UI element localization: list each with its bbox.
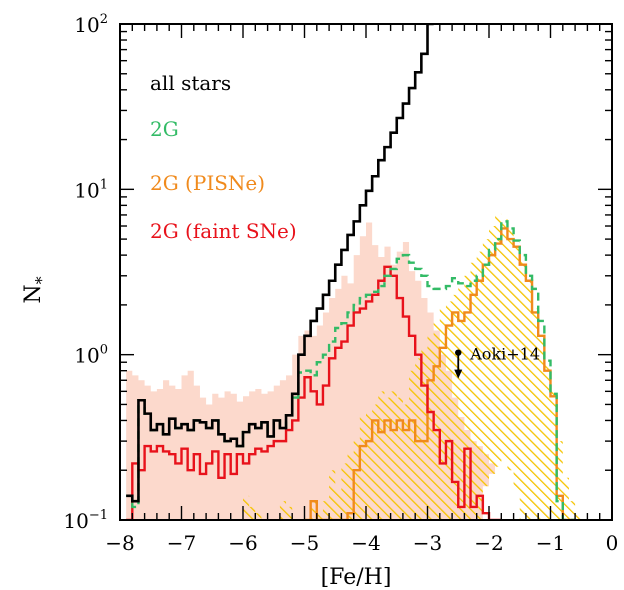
y-tick-label: 102 [74, 12, 108, 37]
y-tick-label: 10−1 [63, 508, 108, 533]
series-line-2g [126, 220, 576, 520]
x-tick-label: −6 [228, 531, 257, 555]
x-tick-label: −1 [536, 531, 565, 555]
y-tick-base: 10 [63, 509, 88, 533]
y-axis-label-main: N [21, 284, 46, 303]
legend-layer: all stars 2G 2G (PISNe) 2G (faint SNe) [150, 71, 297, 243]
x-tick-label: −7 [167, 531, 196, 555]
x-tick-label: −8 [105, 531, 134, 555]
y-tick-base: 10 [74, 178, 99, 202]
hatched-region-layer [243, 213, 588, 520]
y-tick-exponent: −1 [89, 508, 108, 523]
legend-item-2: 2G (PISNe) [150, 171, 265, 195]
legend-item-3: 2G (faint SNe) [150, 219, 297, 243]
series-line-2g-pisne [304, 227, 576, 520]
x-axis-label: [Fe/H] [321, 565, 392, 590]
x-tick-label: −3 [413, 531, 442, 555]
series-lines-layer [126, 24, 576, 520]
hatched-region [243, 213, 588, 520]
x-tick-label: −4 [351, 531, 380, 555]
aoki-label: Aoki+14 [469, 345, 540, 364]
x-tick-label: −2 [474, 531, 503, 555]
y-tick-label: 101 [74, 177, 108, 202]
y-tick-base: 10 [74, 344, 99, 368]
aoki-arrowhead [454, 369, 463, 379]
y-tick-label: 100 [74, 343, 108, 368]
hatched-region-gap [476, 460, 526, 520]
y-axis-label-subscript: * [32, 276, 51, 284]
y-axis-label: N* [21, 276, 51, 303]
series-line-2g-faint-sne [126, 265, 502, 520]
series-line-all-stars [126, 24, 434, 503]
aoki-point [455, 349, 462, 356]
x-tick-label: −5 [290, 531, 319, 555]
y-tick-exponent: 0 [100, 343, 108, 358]
legend-item-1: 2G [150, 117, 179, 141]
x-tick-label: 0 [606, 531, 619, 555]
y-tick-exponent: 2 [100, 12, 108, 27]
y-tick-base: 10 [74, 13, 99, 37]
y-tick-exponent: 1 [100, 177, 108, 192]
legend-item-0: all stars [150, 71, 231, 95]
annotation-layer: Aoki+14 [454, 345, 540, 379]
